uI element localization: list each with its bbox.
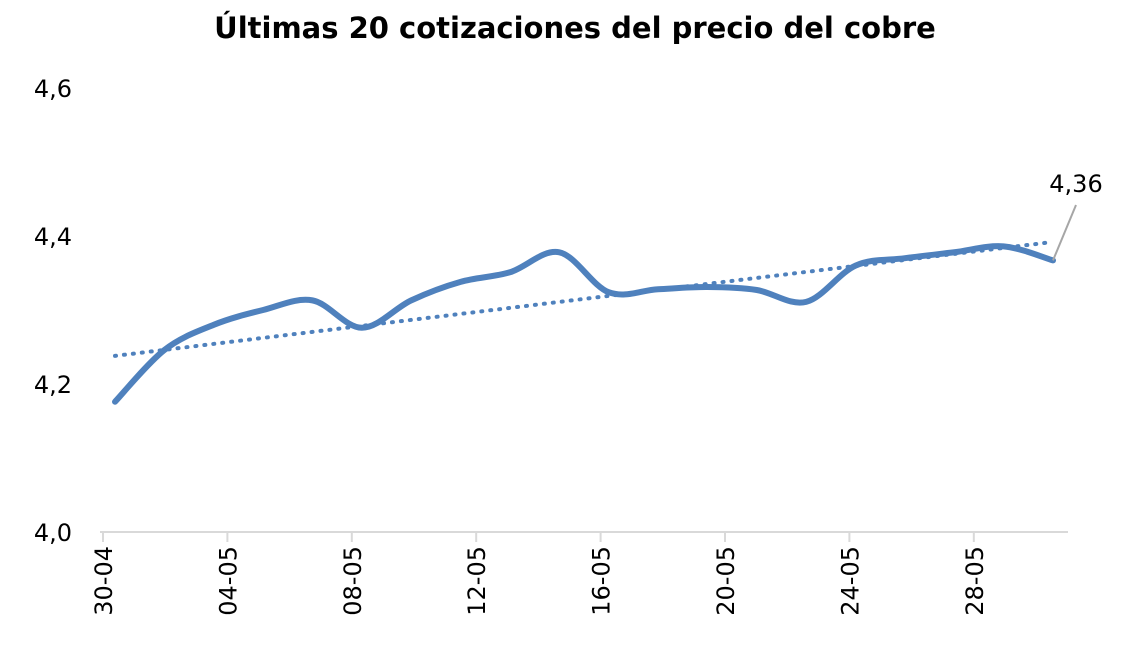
series-line	[112, 243, 1056, 405]
chart-title: Últimas 20 cotizaciones del precio del c…	[214, 11, 936, 45]
y-tick-label: 4,2	[34, 371, 72, 399]
x-tick-label: 24-05	[836, 546, 864, 616]
y-tick-label: 4,6	[34, 75, 72, 103]
x-tick-label: 28-05	[961, 546, 989, 616]
x-tick-label: 16-05	[588, 546, 616, 616]
data-label-leader	[1052, 204, 1077, 261]
x-tick-label: 12-05	[463, 546, 491, 616]
y-tick-label: 4,4	[34, 223, 72, 251]
x-tick-label: 20-05	[712, 546, 740, 616]
x-tick-label: 08-05	[339, 546, 367, 616]
last-value-label: 4,36	[1049, 170, 1102, 198]
y-tick-label: 4,0	[34, 519, 72, 547]
x-tick-label: 04-05	[214, 546, 242, 616]
x-tick-label: 30-04	[90, 546, 118, 616]
